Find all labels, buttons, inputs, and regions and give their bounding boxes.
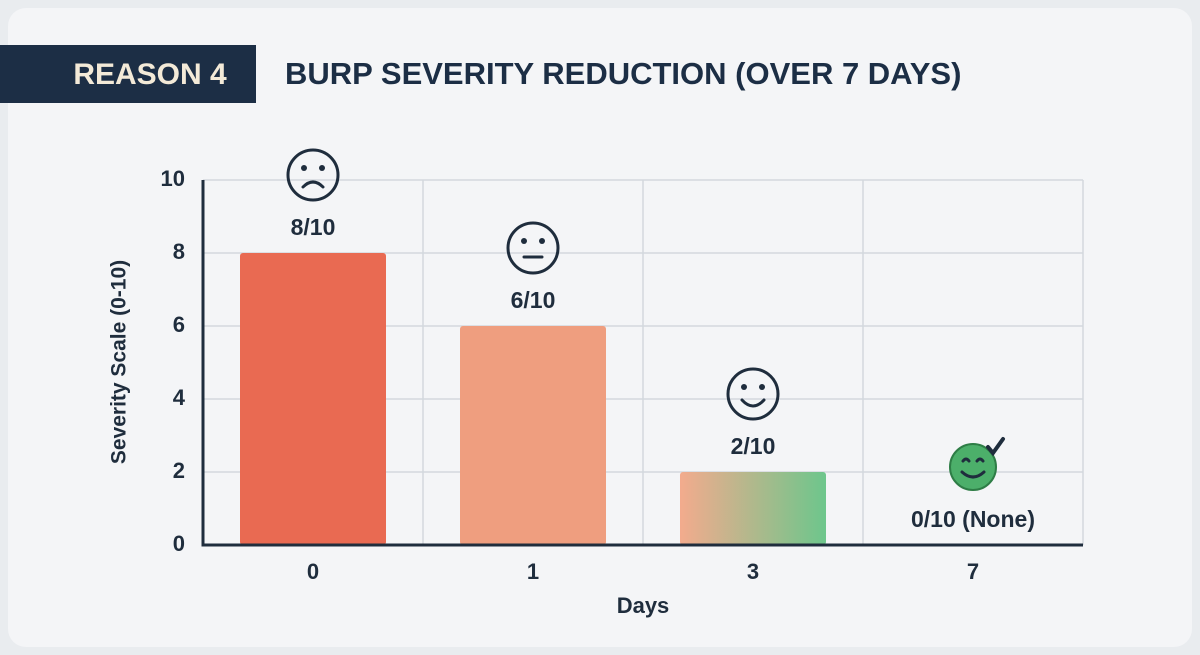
- face-icon: [286, 148, 340, 202]
- x-axis-label: Days: [617, 593, 670, 618]
- y-tick-label: 4: [173, 385, 186, 410]
- tag: REASON 4: [73, 58, 227, 91]
- value-label: 2/10: [731, 433, 776, 459]
- x-tick-label: 0: [307, 559, 319, 584]
- y-axis-label: Severity Scale (0-10): [108, 260, 131, 464]
- x-tick-label: 1: [527, 559, 539, 584]
- face-icon: [506, 221, 560, 275]
- tag-box: [0, 45, 256, 103]
- x-tick-label: 3: [747, 559, 759, 584]
- bar: [240, 253, 386, 545]
- face-icon: [949, 437, 1005, 491]
- value-label: 6/10: [511, 287, 556, 313]
- bar: [460, 326, 606, 545]
- face-icon: [726, 367, 780, 421]
- x-tick-label: 7: [967, 559, 979, 584]
- value-label: 8/10: [291, 214, 336, 240]
- value-label: 0/10 (None): [911, 506, 1035, 532]
- y-tick-label: 6: [173, 312, 185, 337]
- chart-title: BURP SEVERITY REDUCTION (OVER 7 DAYS): [285, 56, 961, 91]
- y-tick-label: 8: [173, 239, 185, 264]
- y-tick-label: 0: [173, 531, 185, 556]
- y-tick-label: 2: [173, 458, 185, 483]
- y-tick-label: 10: [161, 166, 185, 191]
- bar: [680, 472, 826, 545]
